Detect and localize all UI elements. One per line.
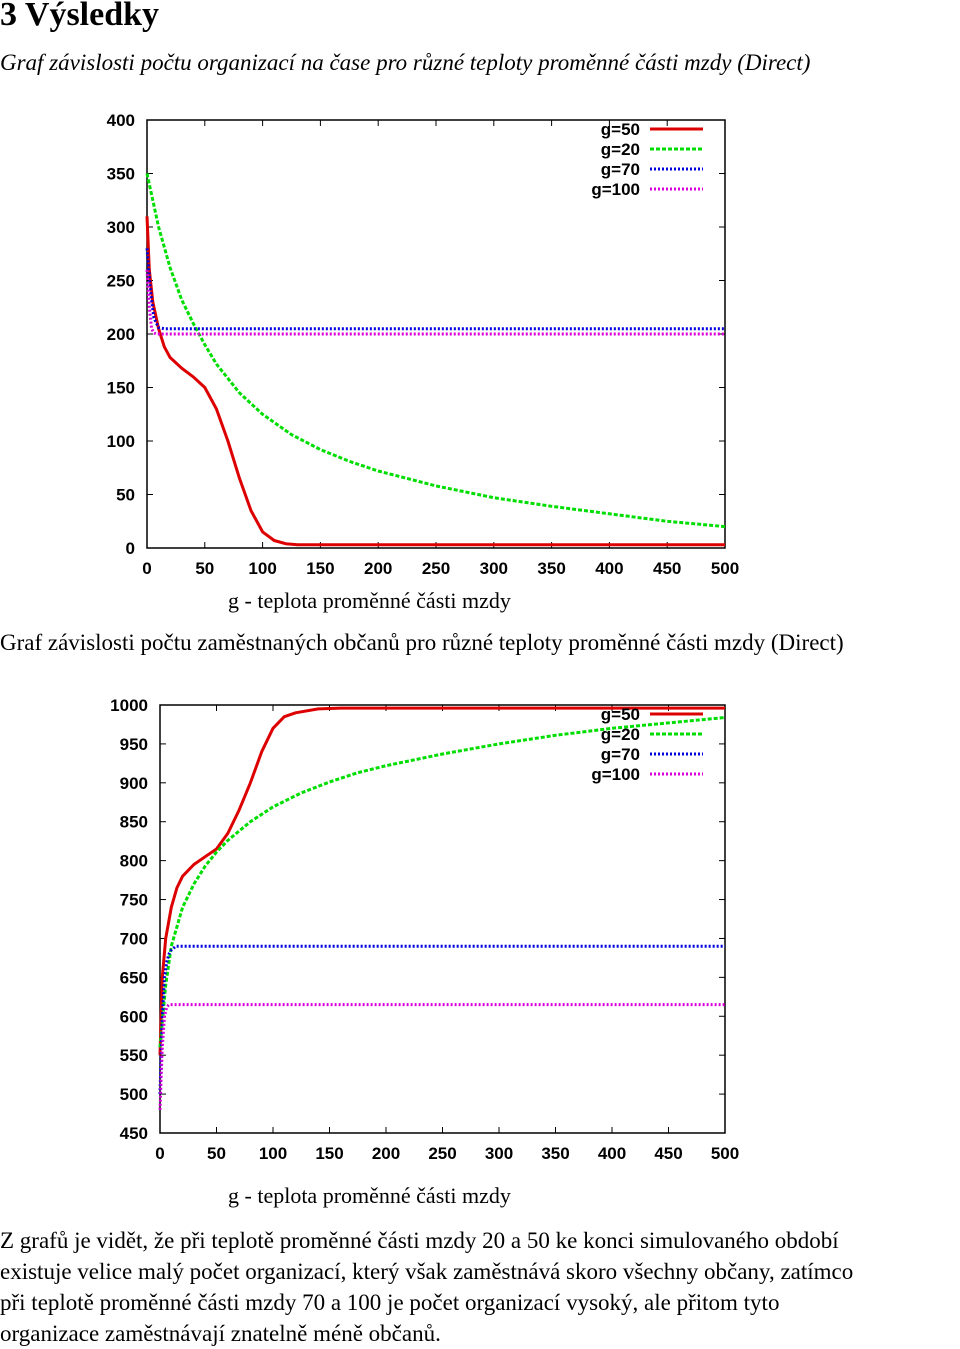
y-tick-label: 1000: [110, 696, 148, 715]
y-tick-label: 900: [120, 774, 148, 793]
x-tick-label: 200: [372, 1144, 400, 1163]
paragraph-line: Z grafů je vidět, že při teplotě proměnn…: [0, 1228, 839, 1253]
x-tick-label: 0: [155, 1144, 164, 1163]
legend-label: g=100: [591, 180, 640, 199]
y-tick-label: 250: [107, 272, 135, 291]
legend-label: g=50: [601, 705, 640, 724]
x-tick-label: 300: [485, 1144, 513, 1163]
series-line-g-20: [145, 173, 726, 529]
employed-citizens-chart: 450 500 550 600 650 700 750 800 850 900 950 1000 0 50…: [110, 696, 739, 1163]
x-tick-label: 50: [207, 1144, 226, 1163]
y-tick-label: 100: [107, 432, 135, 451]
series-line-g-100: [145, 269, 725, 336]
legend-label: g=50: [601, 120, 640, 139]
y-tick-label: 550: [120, 1046, 148, 1065]
y-tick-label: 800: [120, 852, 148, 871]
series-line-g-50: [145, 216, 725, 547]
x-tick-label: 0: [142, 559, 151, 578]
section-heading: 3 Výsledky: [0, 0, 160, 33]
y-tick-label: 350: [107, 165, 135, 184]
y-tick-label: 450: [120, 1124, 148, 1143]
legend-label: g=20: [601, 140, 640, 159]
series-line-g-20: [158, 716, 726, 1048]
x-tick-label: 500: [711, 1144, 739, 1163]
legend-label: g=20: [601, 725, 640, 744]
y-tick-label: 600: [120, 1007, 148, 1026]
y-tick-label: 200: [107, 325, 135, 344]
y-tick-label: 650: [120, 968, 148, 987]
series-line-g-100: [158, 1003, 725, 1110]
x-tick-label: 250: [422, 559, 450, 578]
x-tick-label: 400: [598, 1144, 626, 1163]
chart1-caption: Graf závislosti počtu organizací na čase…: [0, 50, 811, 75]
y-tick-label: 700: [120, 929, 148, 948]
chart2-x-axis-label: g - teplota proměnné části mzdy: [228, 1183, 511, 1208]
y-tick-label: 500: [120, 1085, 148, 1104]
plot-frame: [159, 704, 726, 1134]
series-line-g-50: [158, 706, 725, 1056]
x-tick-label: 450: [654, 1144, 682, 1163]
series-line-g-70: [158, 944, 725, 1095]
chart2-caption: Graf závislosti počtu zaměstnaných občan…: [0, 630, 844, 655]
legend-label: g=100: [591, 765, 640, 784]
x-tick-label: 450: [653, 559, 681, 578]
x-tick-label: 350: [541, 1144, 569, 1163]
y-tick-label: 750: [120, 891, 148, 910]
y-tick-label: 400: [107, 111, 135, 130]
x-tick-label: 50: [195, 559, 214, 578]
x-tick-label: 100: [248, 559, 276, 578]
x-tick-label: 100: [259, 1144, 287, 1163]
x-tick-label: 400: [595, 559, 623, 578]
x-tick-label: 150: [306, 559, 334, 578]
y-tick-label: 150: [107, 379, 135, 398]
paragraph-line: při teplotě proměnné části mzdy 70 a 100…: [0, 1290, 780, 1315]
x-tick-label: 150: [315, 1144, 343, 1163]
legend-label: g=70: [601, 745, 640, 764]
chart1-x-axis-label: g - teplota proměnné části mzdy: [228, 588, 511, 613]
results-paragraph: Z grafů je vidět, že při teplotě proměnn…: [0, 1225, 960, 1349]
y-tick-label: 850: [120, 813, 148, 832]
x-tick-label: 300: [480, 559, 508, 578]
series-line-g-70: [145, 248, 725, 331]
x-tick-label: 350: [537, 559, 565, 578]
y-tick-label: 950: [120, 735, 148, 754]
x-tick-label: 250: [428, 1144, 456, 1163]
legend-label: g=70: [601, 160, 640, 179]
y-tick-label: 0: [126, 539, 135, 558]
y-tick-label: 300: [107, 218, 135, 237]
x-tick-label: 500: [711, 559, 739, 578]
paragraph-line: existuje velice malý počet organizací, k…: [0, 1259, 854, 1284]
paragraph-line: organizace zaměstnávají znatelně méně ob…: [0, 1321, 441, 1346]
x-tick-label: 200: [364, 559, 392, 578]
organizations-chart: 0 50 100 150 200 250 300 350 400 0 50 100 150 200 250 3…: [107, 111, 740, 578]
y-tick-label: 50: [116, 486, 135, 505]
